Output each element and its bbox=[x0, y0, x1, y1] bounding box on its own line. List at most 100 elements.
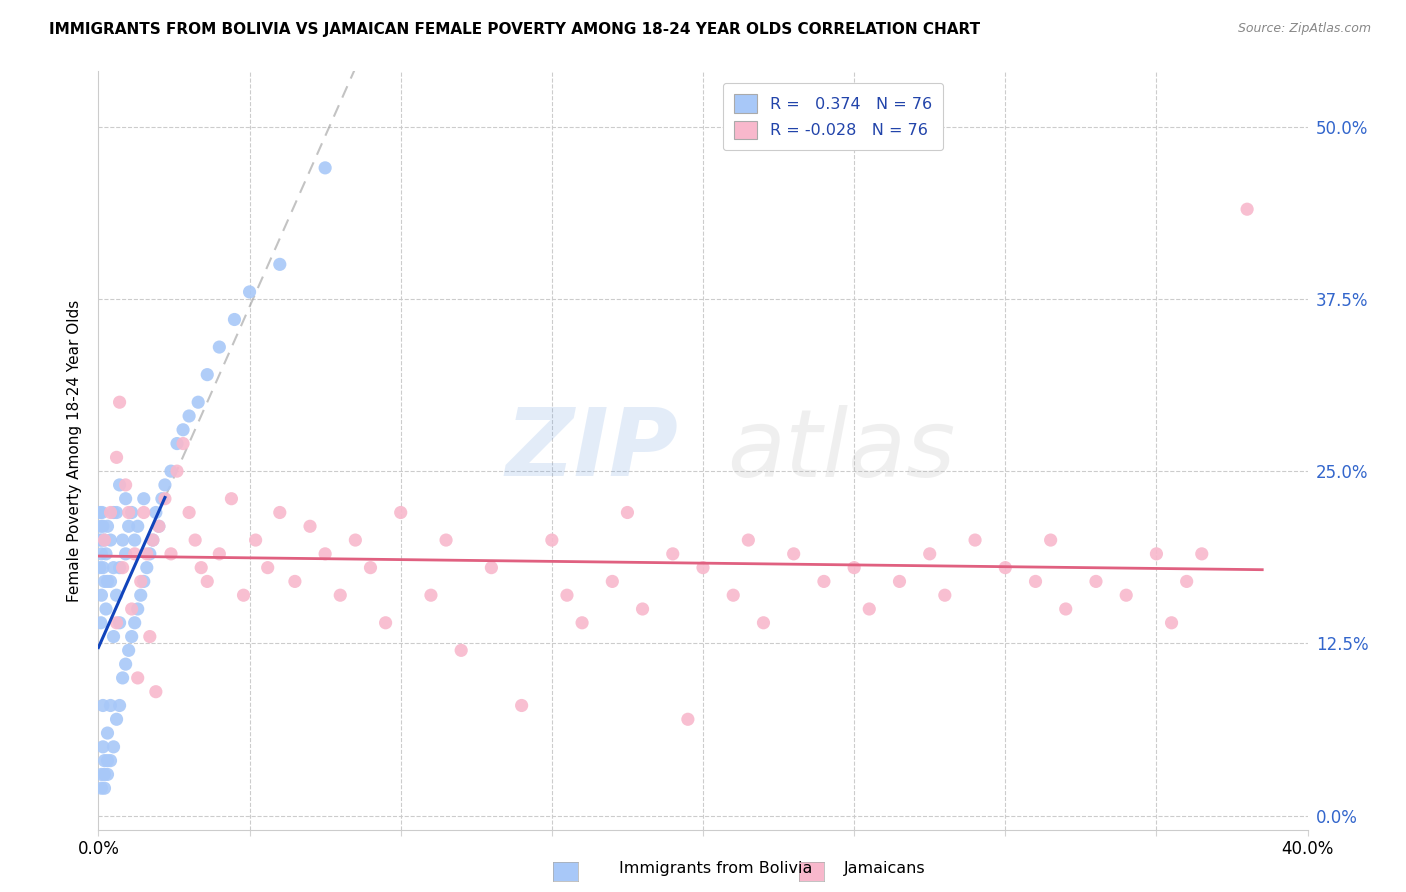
Point bbox=[90, 547, 112, 561]
Point bbox=[89, 533, 111, 547]
Point bbox=[96, 519, 118, 533]
Point bbox=[118, 643, 141, 657]
Point bbox=[90, 767, 112, 781]
Point bbox=[692, 560, 714, 574]
Point bbox=[94, 547, 117, 561]
Point bbox=[450, 643, 472, 657]
Point bbox=[965, 533, 987, 547]
Point bbox=[160, 547, 183, 561]
Point bbox=[121, 602, 143, 616]
Point bbox=[1024, 574, 1046, 589]
Point bbox=[100, 754, 122, 768]
Point bbox=[374, 615, 396, 630]
Point bbox=[1115, 588, 1137, 602]
Point bbox=[918, 547, 941, 561]
Point bbox=[299, 519, 322, 533]
Point bbox=[148, 519, 170, 533]
Point bbox=[187, 395, 209, 409]
Point bbox=[91, 698, 114, 713]
Point bbox=[127, 671, 149, 685]
Point bbox=[184, 533, 207, 547]
Point bbox=[166, 436, 188, 450]
Point bbox=[232, 588, 254, 602]
Point bbox=[1054, 602, 1077, 616]
Point bbox=[139, 630, 162, 644]
Point bbox=[96, 754, 118, 768]
Text: Source: ZipAtlas.com: Source: ZipAtlas.com bbox=[1237, 22, 1371, 36]
Point bbox=[108, 395, 131, 409]
Point bbox=[994, 560, 1017, 574]
Point bbox=[420, 588, 443, 602]
Point bbox=[723, 588, 745, 602]
Point bbox=[93, 574, 115, 589]
Point bbox=[91, 533, 114, 547]
Point bbox=[145, 684, 167, 698]
Point bbox=[93, 781, 115, 796]
Point bbox=[889, 574, 911, 589]
Point bbox=[360, 560, 382, 574]
Point bbox=[389, 506, 412, 520]
Point bbox=[540, 533, 562, 547]
Point bbox=[105, 506, 128, 520]
Point bbox=[150, 491, 173, 506]
Point bbox=[105, 450, 128, 465]
Point bbox=[172, 423, 194, 437]
Point bbox=[269, 506, 291, 520]
Point bbox=[103, 630, 125, 644]
Point bbox=[105, 712, 128, 726]
Point bbox=[190, 560, 212, 574]
Point bbox=[90, 588, 112, 602]
Point bbox=[221, 491, 243, 506]
Point bbox=[103, 506, 125, 520]
Point bbox=[1160, 615, 1182, 630]
Point bbox=[858, 602, 880, 616]
Point bbox=[1039, 533, 1062, 547]
Point bbox=[127, 602, 149, 616]
Point bbox=[111, 560, 134, 574]
Point bbox=[96, 726, 118, 740]
Point bbox=[1191, 547, 1213, 561]
Point bbox=[160, 464, 183, 478]
Point bbox=[105, 615, 128, 630]
Point bbox=[1144, 547, 1167, 561]
Point bbox=[195, 574, 218, 589]
Point bbox=[100, 533, 122, 547]
Point bbox=[166, 464, 188, 478]
Point bbox=[93, 754, 115, 768]
Point bbox=[208, 340, 231, 354]
Point bbox=[269, 257, 291, 271]
Point bbox=[108, 615, 131, 630]
Point bbox=[111, 671, 134, 685]
Point bbox=[114, 491, 136, 506]
Point bbox=[93, 533, 115, 547]
Point bbox=[132, 491, 155, 506]
Point bbox=[256, 560, 278, 574]
Point bbox=[89, 506, 111, 520]
Point bbox=[145, 506, 167, 520]
Point bbox=[132, 574, 155, 589]
Point bbox=[344, 533, 367, 547]
Point bbox=[661, 547, 683, 561]
Point bbox=[752, 615, 775, 630]
Point bbox=[783, 547, 806, 561]
Legend: R =   0.374   N = 76, R = -0.028   N = 76: R = 0.374 N = 76, R = -0.028 N = 76 bbox=[723, 83, 943, 151]
Point bbox=[434, 533, 457, 547]
Point bbox=[103, 560, 125, 574]
Point bbox=[135, 547, 157, 561]
Point bbox=[90, 781, 112, 796]
Point bbox=[813, 574, 835, 589]
Text: Jamaicans: Jamaicans bbox=[844, 861, 925, 876]
Point bbox=[224, 312, 246, 326]
Point bbox=[1236, 202, 1258, 217]
Point bbox=[91, 739, 114, 754]
Point bbox=[135, 560, 157, 574]
Point bbox=[93, 533, 115, 547]
Point bbox=[118, 506, 141, 520]
Text: Immigrants from Bolivia: Immigrants from Bolivia bbox=[619, 861, 813, 876]
Point bbox=[124, 547, 146, 561]
Point bbox=[179, 409, 201, 423]
Point bbox=[90, 519, 112, 533]
Text: atlas: atlas bbox=[727, 405, 956, 496]
Point bbox=[844, 560, 866, 574]
Point bbox=[108, 560, 131, 574]
